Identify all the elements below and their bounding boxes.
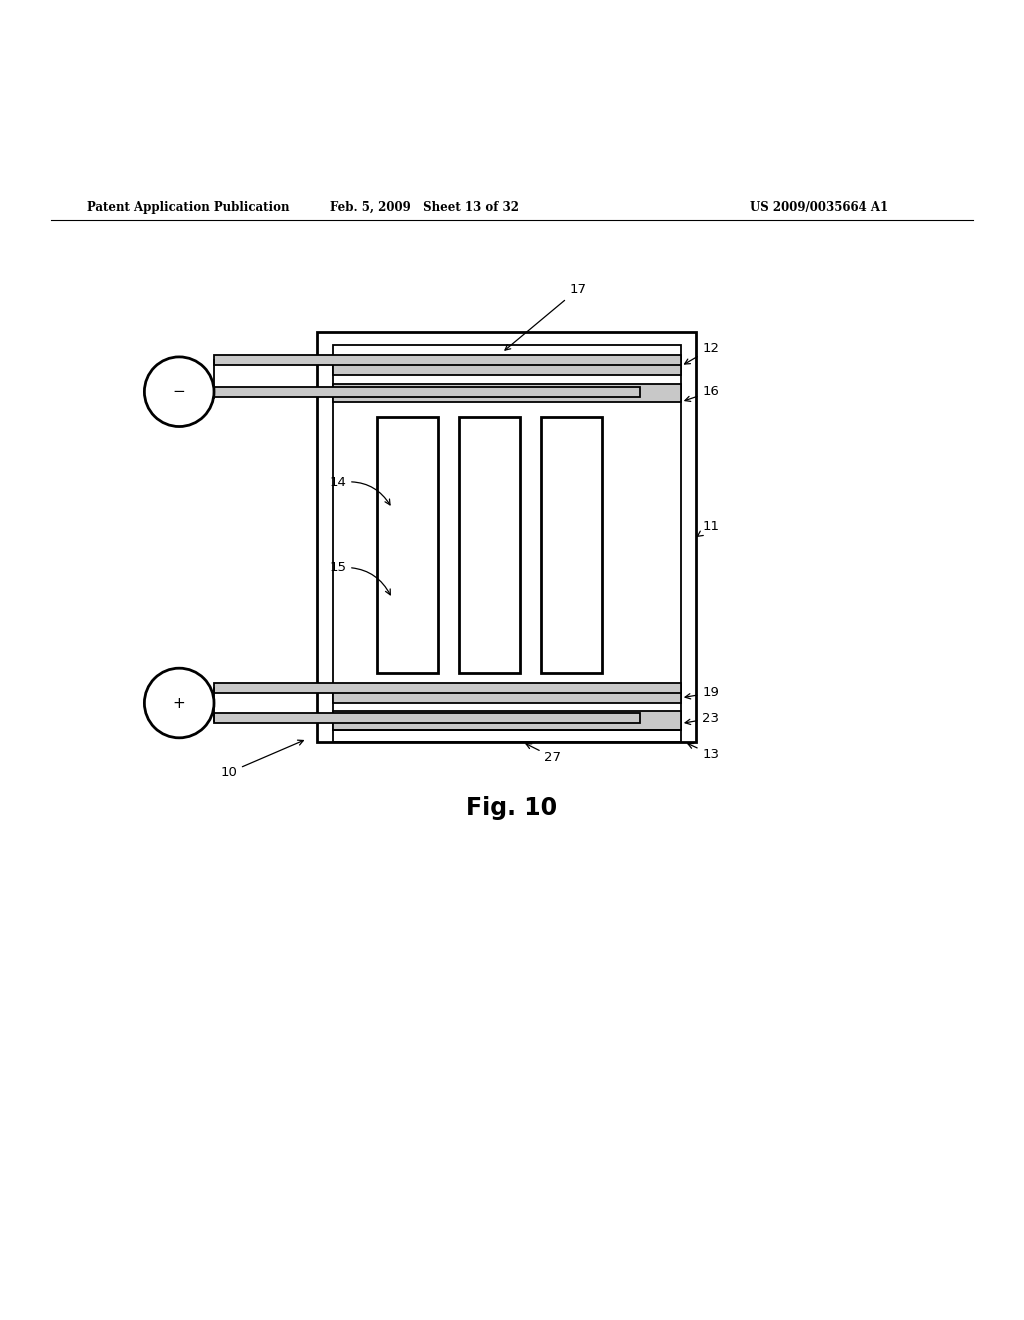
Text: Feb. 5, 2009   Sheet 13 of 32: Feb. 5, 2009 Sheet 13 of 32 — [331, 201, 519, 214]
Text: +: + — [173, 696, 185, 710]
Bar — [333, 711, 681, 730]
Circle shape — [144, 668, 214, 738]
Text: 13: 13 — [688, 743, 720, 760]
Text: 11: 11 — [697, 520, 720, 536]
Bar — [317, 333, 696, 742]
Bar — [214, 713, 640, 723]
Bar — [333, 345, 681, 730]
Text: 12: 12 — [685, 342, 720, 364]
Text: 16: 16 — [685, 385, 719, 401]
Bar — [377, 417, 438, 673]
Circle shape — [144, 356, 214, 426]
Text: Patent Application Publication: Patent Application Publication — [87, 201, 290, 214]
Bar — [333, 384, 681, 403]
Text: 23: 23 — [685, 711, 720, 725]
Bar — [333, 685, 681, 704]
Bar — [214, 682, 681, 693]
Bar — [459, 417, 520, 673]
Bar — [541, 417, 602, 673]
Bar — [214, 355, 681, 366]
Bar — [214, 387, 640, 397]
Bar — [333, 730, 681, 742]
Text: 27: 27 — [526, 743, 561, 764]
Text: 15: 15 — [329, 561, 390, 595]
Bar — [333, 356, 681, 375]
Text: −: − — [173, 384, 185, 399]
Text: 10: 10 — [220, 741, 303, 779]
Text: Fig. 10: Fig. 10 — [467, 796, 557, 821]
Text: US 2009/0035664 A1: US 2009/0035664 A1 — [751, 201, 888, 214]
Text: 14: 14 — [330, 477, 390, 504]
Text: 19: 19 — [685, 686, 719, 700]
Text: 17: 17 — [505, 282, 587, 350]
